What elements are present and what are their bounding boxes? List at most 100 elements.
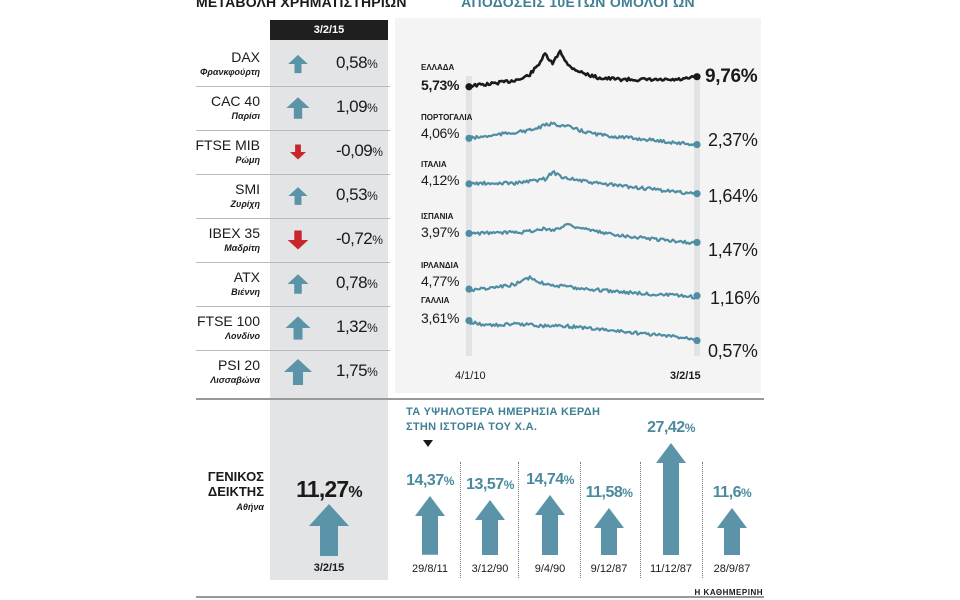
- percent-sign: %: [372, 233, 383, 247]
- series-line: [468, 49, 698, 89]
- up-arrow-shape: [656, 443, 686, 555]
- change-arrow-icon: [287, 274, 309, 294]
- record-gain-date: 29/8/11: [412, 563, 448, 575]
- x-axis-end-label: 3/2/15: [670, 370, 701, 382]
- date-column-band: [270, 20, 388, 580]
- percent-sign: %: [367, 101, 378, 115]
- percent-sign: %: [367, 321, 378, 335]
- series-start-point: [465, 180, 473, 188]
- series-start-value: 3,61%: [421, 310, 460, 326]
- exchange-city: Παρίσι: [231, 111, 260, 121]
- column-separator: [640, 462, 641, 578]
- up-arrow-shape: [288, 187, 308, 205]
- column-separator: [460, 462, 461, 578]
- up-arrow-shape: [475, 499, 505, 555]
- exchange-row: IBEX 35 Μαδρίτη -0,72%: [196, 218, 390, 263]
- exchange-row: SMI Ζυρίχη 0,53%: [196, 174, 390, 219]
- change-arrow-icon: [286, 97, 310, 119]
- record-gain-date: 11/12/87: [649, 563, 692, 575]
- exchange-change: -0,09%: [336, 141, 383, 161]
- record-gain-value: 14,37%: [390, 472, 470, 490]
- record-gains-title: ΣΤΗΝ ΙΣΤΟΡΙΑ ΤΟΥ Χ.Α.: [406, 421, 538, 433]
- exchange-row: ATX Βιέννη 0,78%: [196, 262, 390, 307]
- series-start-point: [465, 285, 473, 293]
- exchange-row: FTSE MIB Ρώμη -0,09%: [195, 130, 390, 175]
- percent-sign: %: [443, 474, 455, 489]
- exchange-name: DAX: [231, 49, 260, 65]
- exchange-change-value: 0,53: [336, 185, 368, 204]
- series-start-value: 5,73%: [421, 77, 460, 93]
- change-arrow-icon: [289, 144, 307, 160]
- percent-sign: %: [367, 57, 378, 71]
- series-line: [468, 121, 698, 147]
- exchange-change: 1,75%: [336, 361, 378, 381]
- change-arrow-icon: [288, 54, 308, 74]
- exchange-change-value: 0,78: [336, 273, 368, 292]
- up-arrow-shape: [286, 97, 310, 119]
- exchanges-title: ΜΕΤΑΒΟΛΗ ΧΡΗΜΑΤΙΣΤΗΡΙΩΝ: [196, 0, 407, 10]
- exchange-city: Ζυρίχη: [230, 199, 260, 209]
- series-end-value: 1,47%: [708, 240, 758, 260]
- pointer-triangle-icon: [423, 440, 433, 447]
- series-end-value: 1,16%: [710, 288, 760, 308]
- record-gain-date: 3/12/90: [471, 563, 509, 575]
- exchange-city: Φρανκφούρτη: [200, 67, 260, 77]
- exchange-change-value: 1,32: [336, 317, 368, 336]
- record-gain-number: 13,57: [466, 475, 504, 493]
- series-start-point: [465, 134, 473, 142]
- general-index-number: 11,27: [296, 476, 349, 502]
- record-gain-arrow-icon: [594, 507, 624, 555]
- exchange-change: 0,58%: [336, 53, 378, 73]
- exchange-change: 1,32%: [336, 317, 378, 337]
- end-date-guide: [694, 76, 700, 356]
- series-end-value: 2,37%: [708, 130, 758, 150]
- series-line: [468, 320, 698, 342]
- record-gain-value: 13,57%: [450, 476, 530, 494]
- exchange-change-value: -0,09: [336, 141, 373, 160]
- up-arrow-shape: [717, 507, 747, 555]
- general-index-label: ΔΕΙΚΤΗΣ: [207, 484, 264, 499]
- exchange-row: CAC 40 Παρίσι 1,09%: [196, 86, 390, 131]
- exchange-city: Λονδίνο: [224, 331, 260, 341]
- percent-sign: %: [367, 365, 378, 379]
- exchange-change-value: 1,75: [336, 361, 368, 380]
- series-start-value: 4,06%: [421, 125, 460, 141]
- percent-sign: %: [367, 189, 378, 203]
- up-arrow-shape: [285, 316, 311, 340]
- series-line: [468, 222, 698, 245]
- section-divider: [196, 398, 764, 400]
- change-arrow-icon: [288, 187, 308, 205]
- series-line: [468, 275, 698, 300]
- percent-sign: %: [684, 421, 696, 435]
- general-index-date: 3/2/15: [313, 562, 345, 574]
- series-start-point: [465, 317, 473, 325]
- exchange-name: FTSE MIB: [195, 137, 260, 153]
- series-name: ΓΑΛΛΙΑ: [421, 296, 450, 305]
- exchange-name: PSI 20: [217, 357, 260, 373]
- exchange-name: CAC 40: [210, 93, 260, 109]
- record-gain-arrow-icon: [415, 496, 445, 555]
- general-index-label: ΓΕΝΙΚΟΣ: [207, 469, 264, 484]
- series-end-value: 1,64%: [708, 186, 758, 206]
- record-gain-value: 27,42%: [631, 419, 711, 437]
- exchange-change: 0,53%: [336, 185, 378, 205]
- series-end-point: [693, 292, 701, 300]
- series-name: ΙΡΛΑΝΔΙΑ: [421, 261, 459, 270]
- up-arrow-shape: [284, 359, 312, 385]
- record-gain-arrow-icon: [535, 494, 565, 555]
- up-arrow-shape: [288, 54, 308, 74]
- series-end-value: 0,57%: [708, 341, 758, 361]
- exchange-name: FTSE 100: [196, 313, 260, 329]
- general-index-city: Αθήνα: [236, 502, 264, 512]
- exchange-city: Λισσαβώνα: [210, 375, 260, 385]
- record-gain-number: 11,6: [712, 483, 742, 501]
- series-start-point: [465, 229, 473, 238]
- column-separator: [702, 462, 703, 578]
- exchange-name: IBEX 35: [208, 225, 260, 241]
- percent-sign: %: [367, 277, 378, 291]
- bottom-rule: [196, 596, 764, 598]
- record-gain-arrow-icon: [717, 507, 747, 555]
- down-arrow-shape: [287, 230, 309, 250]
- percent-sign: %: [622, 485, 633, 500]
- series-start-point: [465, 83, 473, 91]
